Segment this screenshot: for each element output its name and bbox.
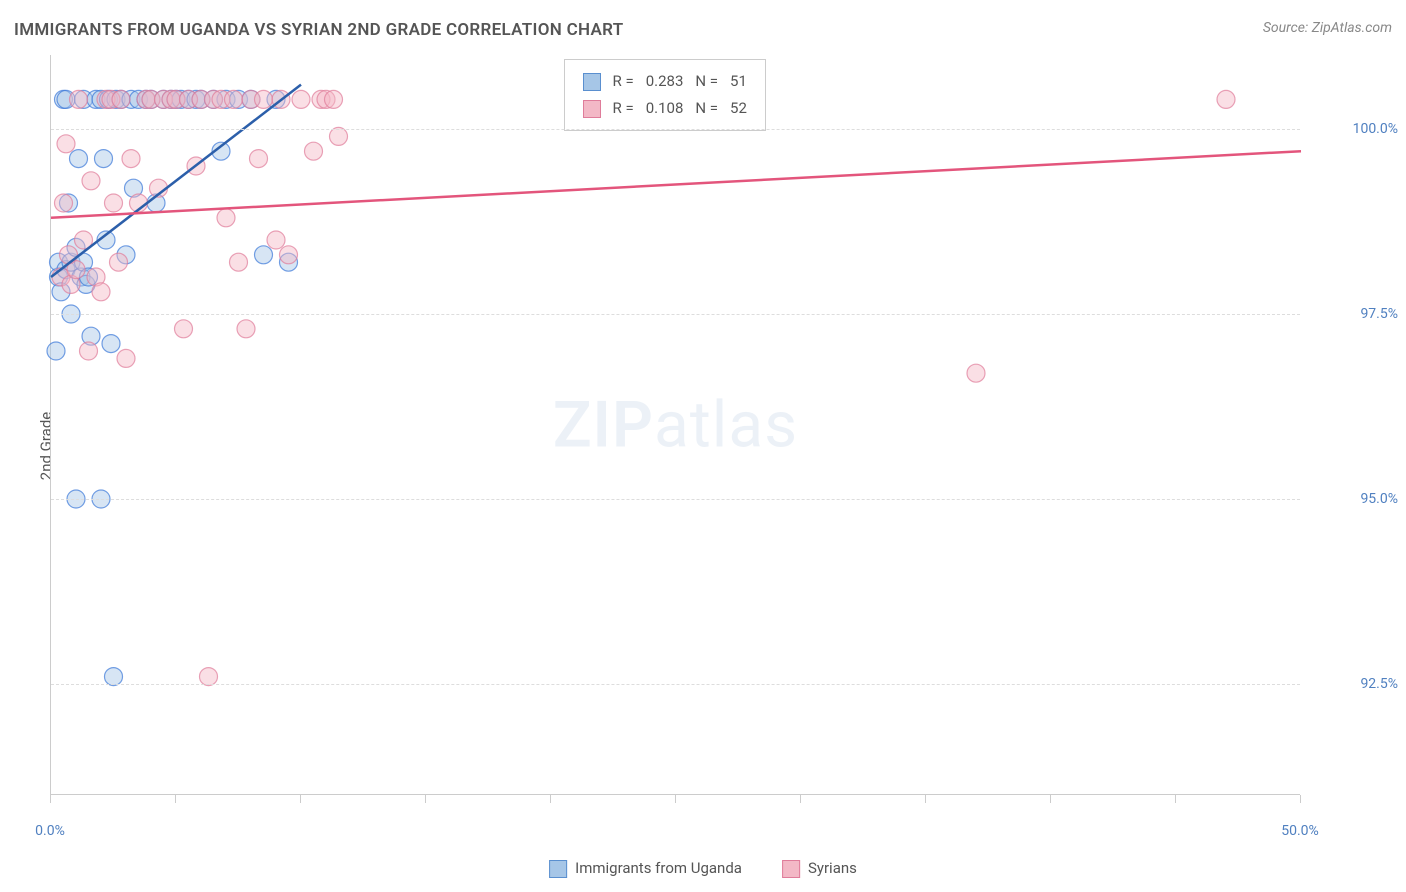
scatter-point bbox=[82, 172, 100, 190]
x-tick bbox=[50, 795, 51, 803]
legend-swatch-0 bbox=[583, 73, 601, 91]
scatter-point bbox=[95, 150, 113, 168]
legend-r-value-1: 0.108 bbox=[640, 95, 690, 122]
scatter-point bbox=[267, 231, 285, 249]
bottom-label-1: Syrians bbox=[808, 859, 857, 877]
scatter-point bbox=[112, 90, 130, 108]
gridline-h bbox=[51, 314, 1300, 315]
scatter-point bbox=[70, 150, 88, 168]
legend-n-value-1: 52 bbox=[724, 95, 753, 122]
legend-r-value-0: 0.283 bbox=[640, 68, 690, 95]
scatter-point bbox=[250, 150, 268, 168]
scatter-point bbox=[1217, 90, 1235, 108]
scatter-point bbox=[105, 194, 123, 212]
scatter-point bbox=[230, 253, 248, 271]
scatter-point bbox=[330, 127, 348, 145]
x-tick bbox=[550, 795, 551, 803]
scatter-point bbox=[47, 342, 65, 360]
legend-row-0: R = 0.283 N = 51 bbox=[577, 68, 753, 95]
scatter-point bbox=[117, 349, 135, 367]
legend-n-label-0: N = bbox=[689, 68, 724, 95]
scatter-point bbox=[92, 283, 110, 301]
legend-r-label-0: R = bbox=[607, 68, 640, 95]
scatter-point bbox=[102, 335, 120, 353]
legend-n-value-0: 51 bbox=[724, 68, 753, 95]
chart-container: IMMIGRANTS FROM UGANDA VS SYRIAN 2ND GRA… bbox=[0, 0, 1406, 892]
legend-row-1: R = 0.108 N = 52 bbox=[577, 95, 753, 122]
gridline-h bbox=[51, 684, 1300, 685]
scatter-point bbox=[57, 135, 75, 153]
legend-n-label-1: N = bbox=[689, 95, 724, 122]
scatter-point bbox=[237, 320, 255, 338]
legend-swatch-1 bbox=[583, 100, 601, 118]
bottom-swatch-0 bbox=[549, 860, 567, 878]
x-tick bbox=[1175, 795, 1176, 803]
regression-line bbox=[51, 151, 1301, 218]
scatter-point bbox=[200, 668, 218, 686]
bottom-legend: Immigrants from Uganda Syrians bbox=[549, 859, 857, 878]
x-tick bbox=[675, 795, 676, 803]
chart-title: IMMIGRANTS FROM UGANDA VS SYRIAN 2ND GRA… bbox=[14, 20, 623, 40]
scatter-point bbox=[280, 246, 298, 264]
x-tick bbox=[1300, 795, 1301, 803]
y-tick-label: 92.5% bbox=[1360, 676, 1398, 692]
scatter-point bbox=[325, 90, 343, 108]
scatter-point bbox=[70, 90, 88, 108]
bottom-legend-item-1: Syrians bbox=[782, 859, 857, 878]
scatter-point bbox=[225, 90, 243, 108]
scatter-point bbox=[122, 150, 140, 168]
legend-r-label-1: R = bbox=[607, 95, 640, 122]
scatter-point bbox=[255, 90, 273, 108]
scatter-point bbox=[110, 253, 128, 271]
scatter-point bbox=[255, 246, 273, 264]
y-tick-label: 95.0% bbox=[1360, 491, 1398, 507]
scatter-point bbox=[967, 364, 985, 382]
x-tick bbox=[300, 795, 301, 803]
scatter-point bbox=[55, 194, 73, 212]
gridline-h bbox=[51, 129, 1300, 130]
scatter-point bbox=[292, 90, 310, 108]
bottom-label-0: Immigrants from Uganda bbox=[575, 859, 742, 877]
x-tick-label: 0.0% bbox=[35, 823, 65, 839]
source-attribution: Source: ZipAtlas.com bbox=[1263, 20, 1392, 36]
bottom-legend-item-0: Immigrants from Uganda bbox=[549, 859, 742, 878]
x-tick bbox=[1050, 795, 1051, 803]
x-tick bbox=[425, 795, 426, 803]
y-tick-label: 97.5% bbox=[1360, 306, 1398, 322]
scatter-point bbox=[217, 209, 235, 227]
bottom-swatch-1 bbox=[782, 860, 800, 878]
gridline-h bbox=[51, 499, 1300, 500]
plot-area: ZIPatlas R = 0.283 N = 51 R = 0.108 N = … bbox=[50, 55, 1300, 795]
x-tick bbox=[175, 795, 176, 803]
scatter-point bbox=[305, 142, 323, 160]
x-tick bbox=[800, 795, 801, 803]
scatter-point bbox=[175, 320, 193, 338]
legend-table: R = 0.283 N = 51 R = 0.108 N = 52 bbox=[577, 68, 753, 122]
legend-box: R = 0.283 N = 51 R = 0.108 N = 52 bbox=[564, 59, 766, 131]
scatter-point bbox=[60, 246, 78, 264]
y-tick-label: 100.0% bbox=[1353, 121, 1398, 137]
scatter-point bbox=[80, 342, 98, 360]
x-tick-label: 50.0% bbox=[1281, 823, 1319, 839]
scatter-point bbox=[105, 668, 123, 686]
x-tick bbox=[925, 795, 926, 803]
